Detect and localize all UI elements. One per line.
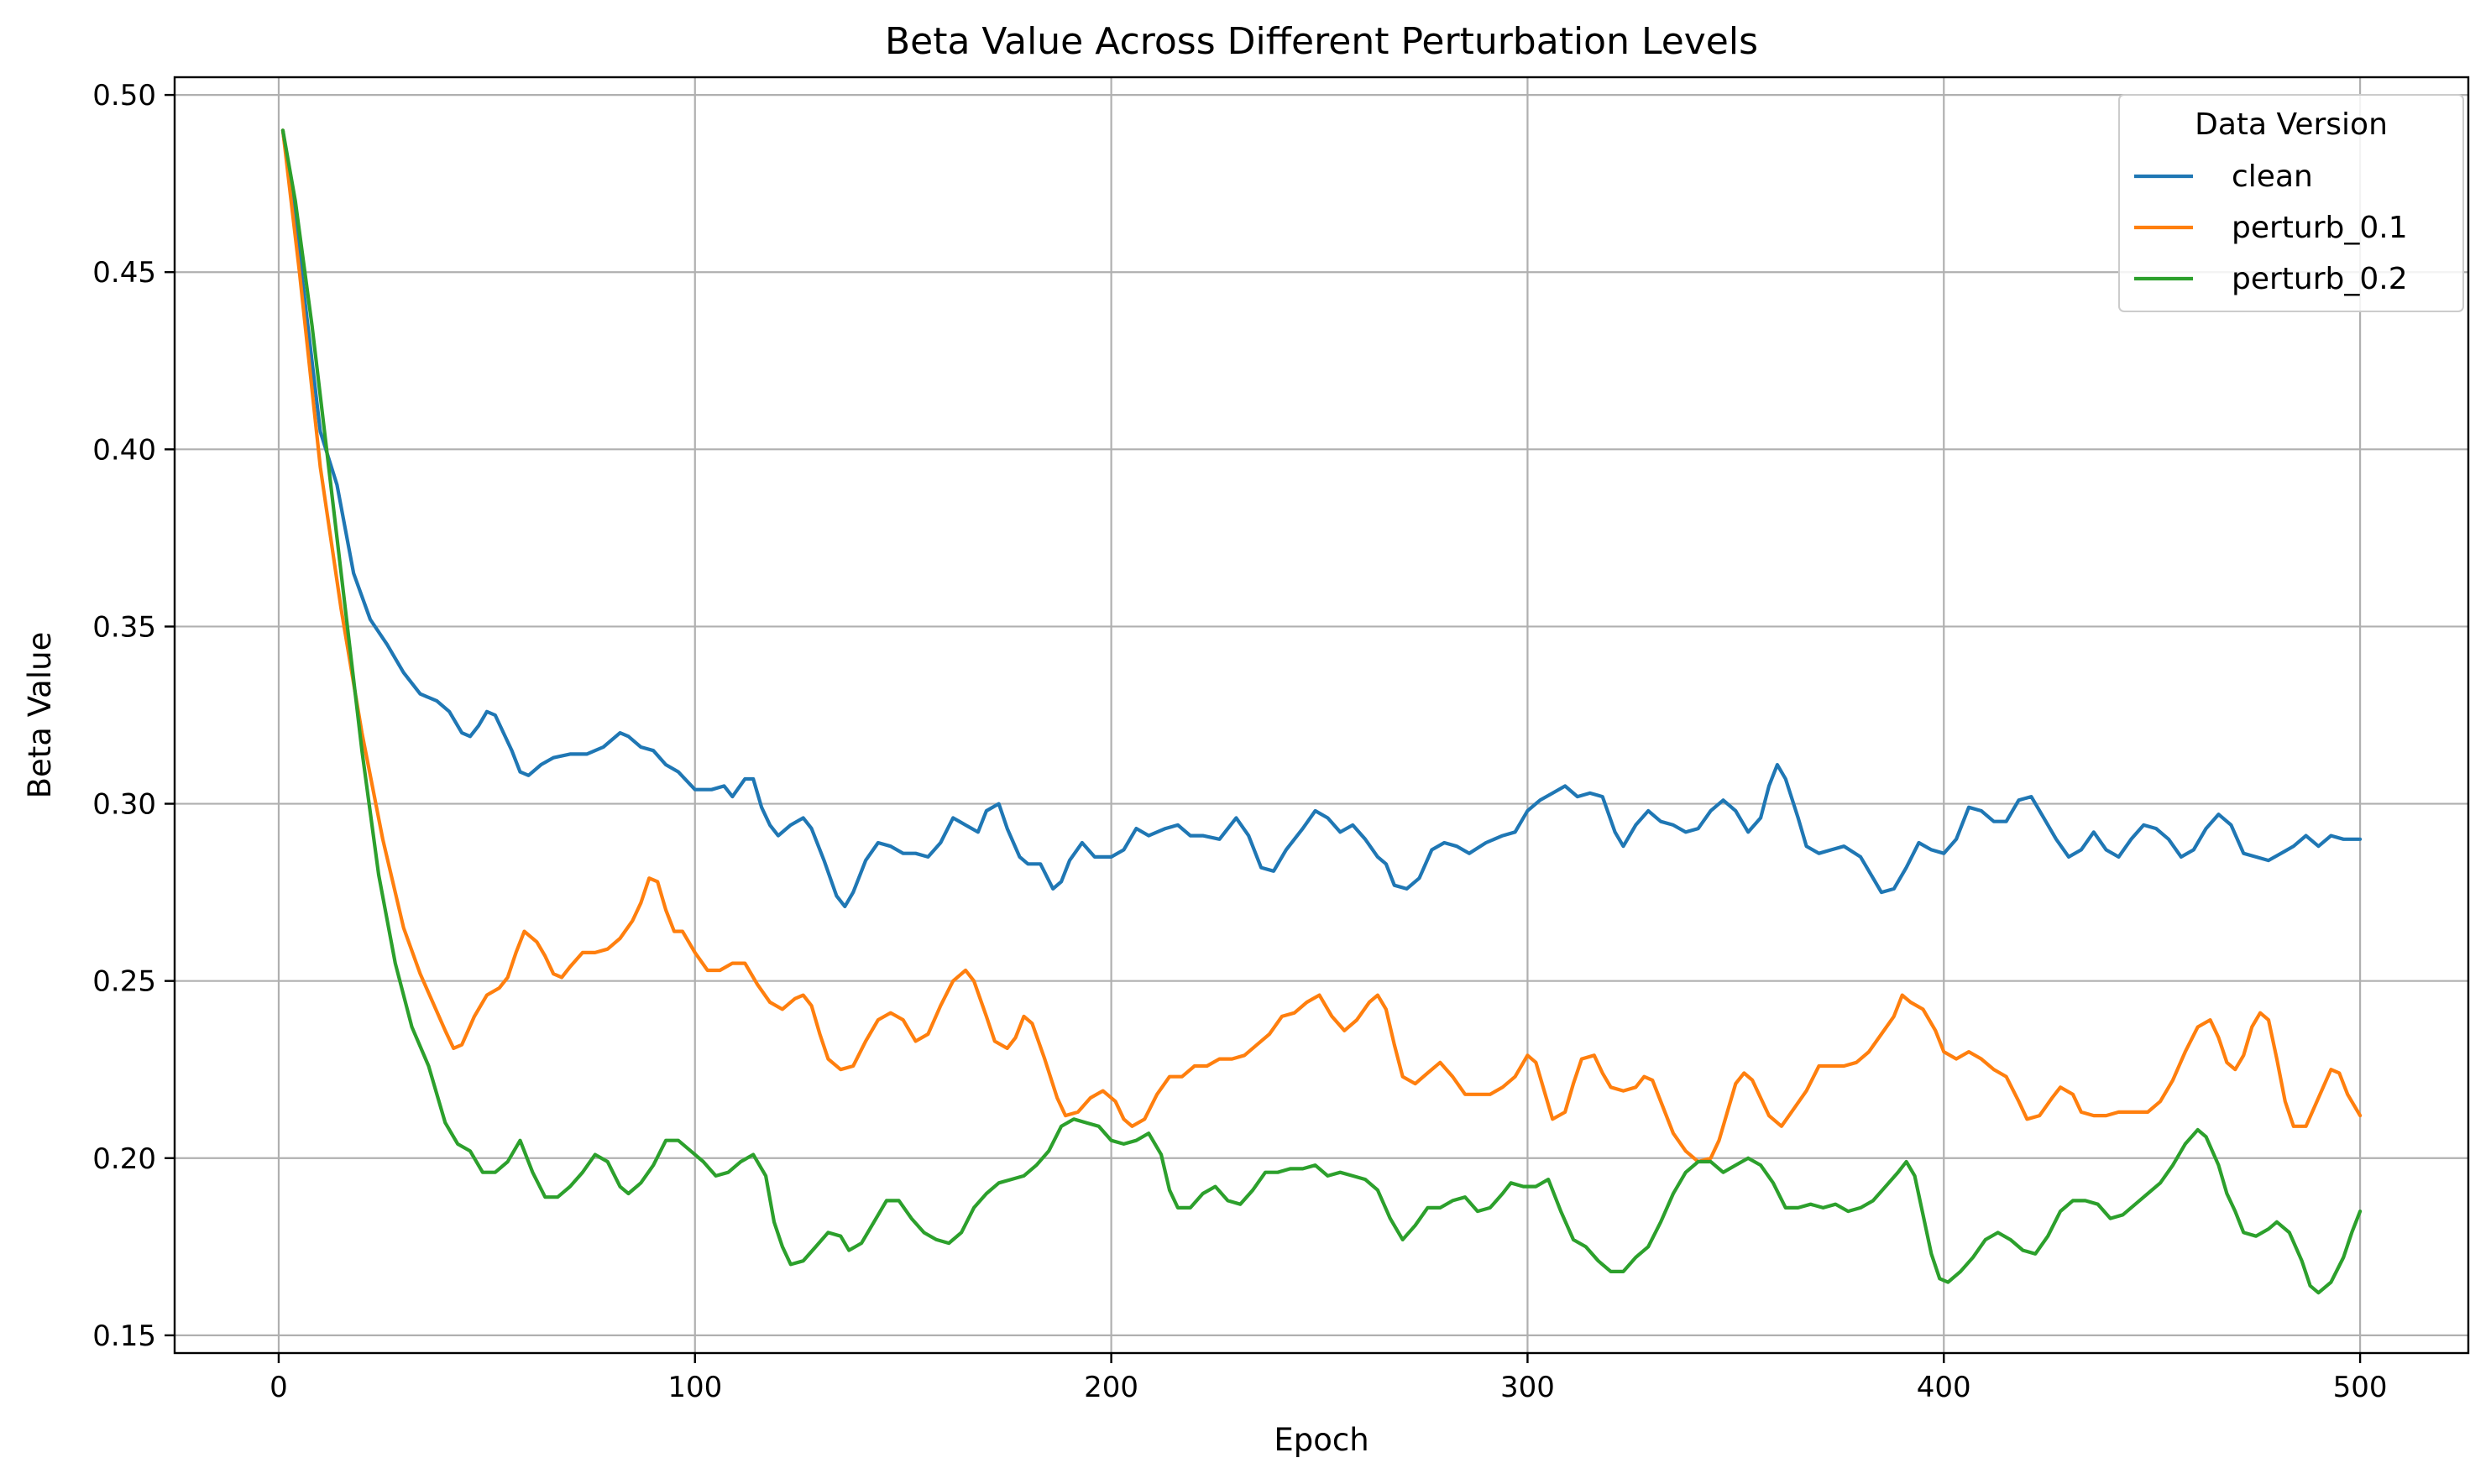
y-axis-label: Beta Value: [22, 632, 58, 799]
y-tick-label: 0.30: [92, 788, 156, 822]
y-tick-label: 0.25: [92, 965, 156, 999]
series-line-perturb-0-1: [280, 128, 2363, 1164]
y-tick-label: 0.35: [92, 610, 156, 644]
legend-box: [2118, 94, 2464, 312]
x-axis-ticks: 0 100 200 300 400 500: [270, 1353, 2388, 1404]
legend-label: perturb_0.2: [2232, 262, 2408, 296]
series-line-perturb-0-2: [280, 128, 2363, 1295]
y-tick-label: 0.45: [92, 256, 156, 290]
legend: Data Version clean perturb_0.1 perturb_0.2: [2118, 94, 2464, 312]
x-tick-label: 200: [1084, 1371, 1138, 1404]
plot-frame: [173, 76, 2470, 1355]
x-tick-label: 500: [2333, 1371, 2388, 1404]
x-tick-label: 0: [270, 1371, 288, 1404]
legend-label: clean: [2232, 159, 2313, 194]
x-tick-label: 300: [1500, 1371, 1555, 1404]
chart-title: Beta Value Across Different Perturbation…: [885, 20, 1758, 63]
legend-title: Data Version: [2195, 107, 2388, 142]
y-tick-label: 0.20: [92, 1142, 156, 1176]
y-axis-ticks: 0.15 0.20 0.25 0.30 0.35 0.40 0.45 0.50: [92, 79, 175, 1353]
x-tick-label: 100: [667, 1371, 722, 1404]
data-series: [280, 128, 2363, 1295]
y-tick-label: 0.40: [92, 433, 156, 467]
x-tick-label: 400: [1917, 1371, 1971, 1404]
y-tick-label: 0.50: [92, 79, 156, 112]
x-axis-label: Epoch: [1274, 1422, 1368, 1458]
series-line-clean: [280, 128, 2363, 909]
legend-label: perturb_0.1: [2232, 211, 2408, 245]
y-tick-label: 0.15: [92, 1319, 156, 1353]
